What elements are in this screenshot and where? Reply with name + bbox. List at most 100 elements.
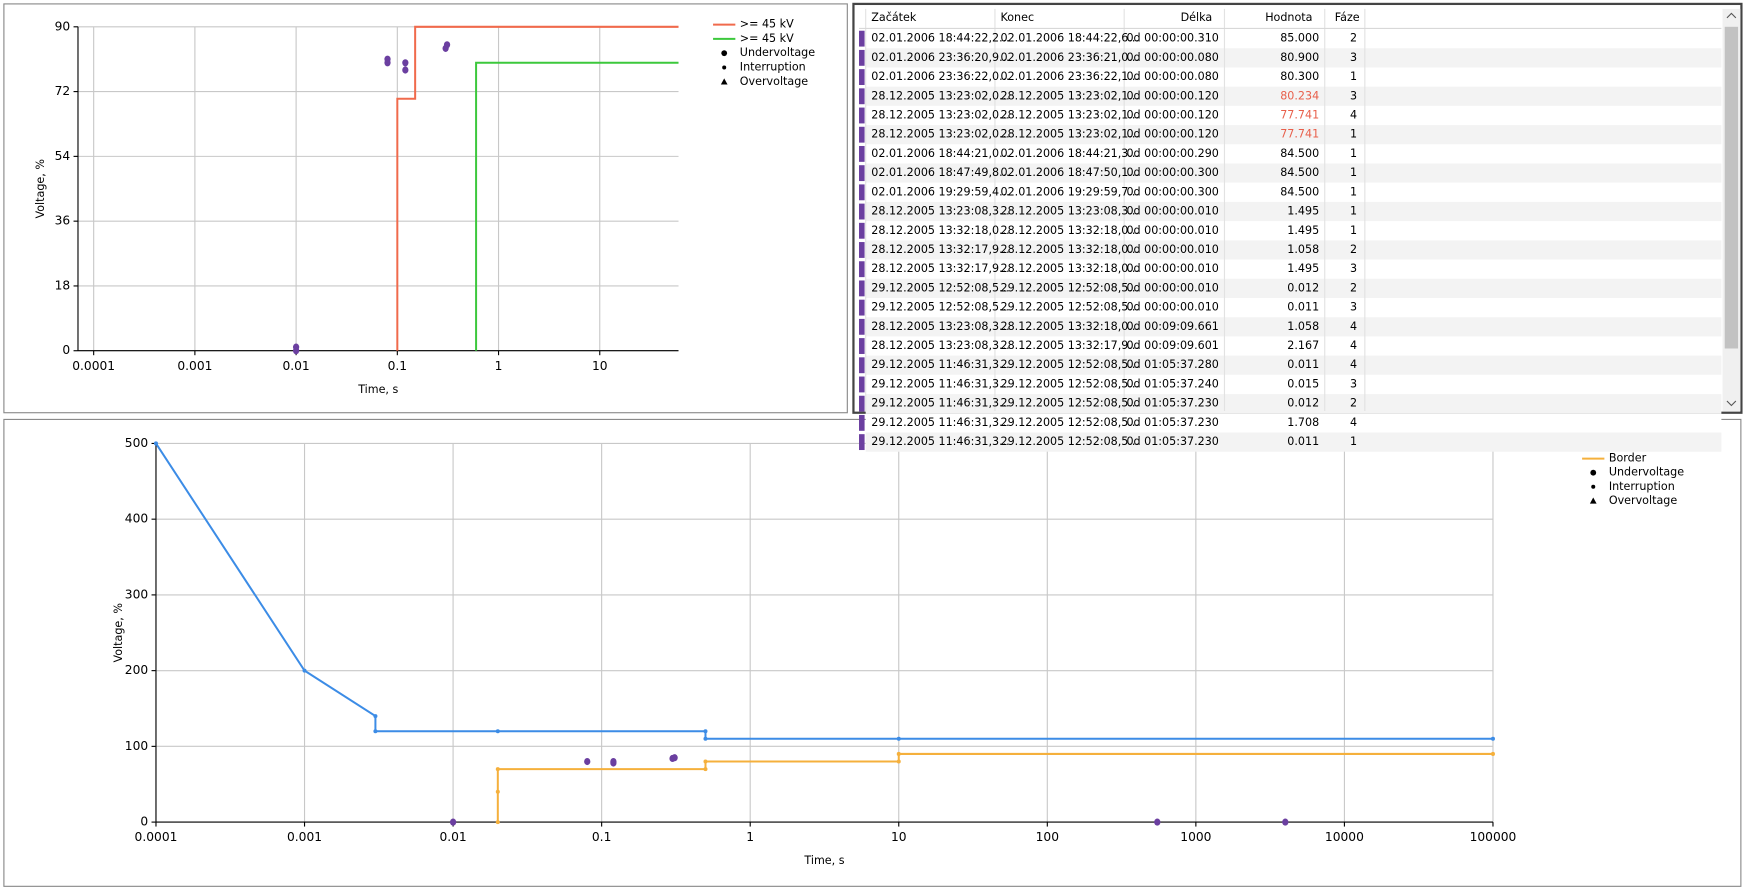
- table-row[interactable]: [865, 336, 1722, 356]
- y-tick-label: 300: [125, 587, 148, 601]
- table-cell: 2: [1350, 397, 1357, 410]
- y-tick-label: 400: [125, 512, 148, 526]
- table-cell: 29.12.2005 11:46:31,3...: [871, 435, 1009, 448]
- legend-marker: [1590, 469, 1597, 476]
- table-cell: 0d 00:00:00.120: [1126, 89, 1218, 102]
- vertex-marker: [495, 767, 500, 772]
- table-row[interactable]: [865, 182, 1722, 202]
- vertex-marker: [896, 751, 901, 756]
- row-swatch: [859, 414, 865, 431]
- table-row[interactable]: [865, 355, 1722, 375]
- table-row[interactable]: [865, 394, 1722, 414]
- row-swatch: [859, 318, 865, 335]
- table-row[interactable]: [865, 86, 1722, 106]
- table-row[interactable]: [865, 125, 1722, 145]
- table-cell: 4: [1350, 358, 1357, 371]
- y-tick-label: 200: [125, 663, 148, 677]
- table-row[interactable]: [865, 221, 1722, 241]
- table-cell: 29.12.2005 12:52:08,5...: [1001, 281, 1139, 294]
- table-cell: 2: [1350, 281, 1357, 294]
- table-cell: 0d 01:05:37.280: [1126, 358, 1218, 371]
- table-cell: 28.12.2005 13:23:02,1...: [1001, 89, 1139, 102]
- table-cell: 1.058: [1287, 243, 1319, 256]
- legend-label: Interruption: [1609, 480, 1675, 493]
- table-row[interactable]: [865, 432, 1722, 452]
- table-row[interactable]: [865, 144, 1722, 164]
- table-cell: 28.12.2005 13:32:18,0...: [1001, 224, 1139, 237]
- row-swatch: [859, 69, 865, 86]
- y-tick-label: 500: [125, 436, 148, 450]
- table-cell: 02.01.2006 23:36:22,0...: [871, 70, 1009, 83]
- table-cell: 02.01.2006 18:44:21,0...: [871, 147, 1009, 160]
- table-row[interactable]: [865, 29, 1722, 49]
- legend-marker: [1591, 484, 1596, 489]
- table-cell: 1: [1350, 224, 1357, 237]
- table-cell: 02.01.2006 18:44:21,3...: [1001, 147, 1139, 160]
- table-row[interactable]: [865, 240, 1722, 260]
- table-row[interactable]: [865, 413, 1722, 433]
- table-cell: 28.12.2005 13:23:02,0...: [871, 108, 1009, 121]
- table-cell: 29.12.2005 12:52:08,5...: [1001, 358, 1139, 371]
- table-cell: 0d 00:00:00.010: [1126, 281, 1218, 294]
- table-cell: 29.12.2005 12:52:08,5...: [1001, 397, 1139, 410]
- legend-marker: [1589, 497, 1597, 504]
- scroll-up[interactable]: [1726, 12, 1737, 19]
- vertex-marker: [495, 729, 500, 734]
- column-header[interactable]: Hodnota: [1265, 11, 1312, 24]
- table-row[interactable]: [865, 201, 1722, 222]
- y-tick-label: 100: [125, 739, 148, 753]
- table-row[interactable]: [865, 374, 1722, 395]
- row-swatch: [859, 242, 865, 258]
- table-cell: 0d 01:05:37.240: [1126, 377, 1218, 390]
- table-cell: 0d 00:00:00.010: [1126, 301, 1218, 314]
- column-header[interactable]: Začátek: [871, 11, 917, 24]
- table-cell: 02.01.2006 23:36:22,1...: [1001, 70, 1139, 83]
- row-swatch: [859, 376, 865, 393]
- vertex-marker: [1490, 751, 1495, 756]
- table-cell: 0d 00:00:00.010: [1126, 205, 1218, 218]
- row-swatch: [859, 49, 865, 66]
- table-row[interactable]: [865, 259, 1722, 279]
- x-tick-label: 0.001: [287, 830, 322, 844]
- table-cell: 28.12.2005 13:32:18,0...: [871, 224, 1009, 237]
- x-tick-label: 100000: [1470, 830, 1517, 844]
- table-cell: 3: [1350, 377, 1357, 390]
- x-tick-label: 0.0001: [72, 359, 115, 373]
- table-cell: 28.12.2005 13:32:17,9...: [871, 243, 1009, 256]
- table-cell: 02.01.2006 19:29:59,4...: [871, 185, 1009, 198]
- table-cell: 1: [1350, 147, 1357, 160]
- table-cell: 02.01.2006 18:44:22,6...: [1001, 32, 1139, 45]
- legend-marker: [720, 78, 728, 85]
- table-cell: 29.12.2005 12:52:08,5...: [1001, 416, 1139, 429]
- column-header[interactable]: Délka: [1181, 11, 1213, 24]
- table-cell: 0d 00:00:00.310: [1126, 32, 1218, 45]
- table-cell: 0d 00:00:00.120: [1126, 128, 1218, 141]
- row-swatch: [859, 30, 865, 47]
- x-tick-label: 0.0001: [135, 830, 178, 844]
- table-cell: 0.015: [1287, 377, 1319, 390]
- legend-marker: [721, 50, 728, 57]
- table-row[interactable]: [865, 317, 1722, 337]
- table-row[interactable]: [865, 67, 1722, 87]
- column-header[interactable]: Konec: [1001, 11, 1035, 24]
- y-tick-label: 90: [55, 19, 71, 33]
- table-row[interactable]: [865, 48, 1722, 68]
- x-tick-label: 0.001: [177, 359, 212, 373]
- table-row[interactable]: [865, 278, 1722, 299]
- table-row[interactable]: [865, 298, 1722, 318]
- table-cell: 1.495: [1287, 205, 1319, 218]
- event-point: [610, 757, 617, 766]
- column-header[interactable]: Fáze: [1335, 11, 1360, 24]
- table-row[interactable]: [865, 163, 1722, 183]
- table-cell: 1: [1350, 185, 1357, 198]
- table-cell: 77.741: [1280, 128, 1319, 141]
- table-cell: 28.12.2005 13:32:18,0...: [1001, 243, 1139, 256]
- y-tick-label: 0: [62, 343, 70, 357]
- table-row[interactable]: [865, 105, 1722, 126]
- top-chart-panel: [3, 3, 848, 414]
- scrollbar-thumb[interactable]: [1724, 26, 1739, 349]
- scroll-down[interactable]: [1726, 400, 1737, 407]
- y-tick-label: 18: [55, 278, 71, 292]
